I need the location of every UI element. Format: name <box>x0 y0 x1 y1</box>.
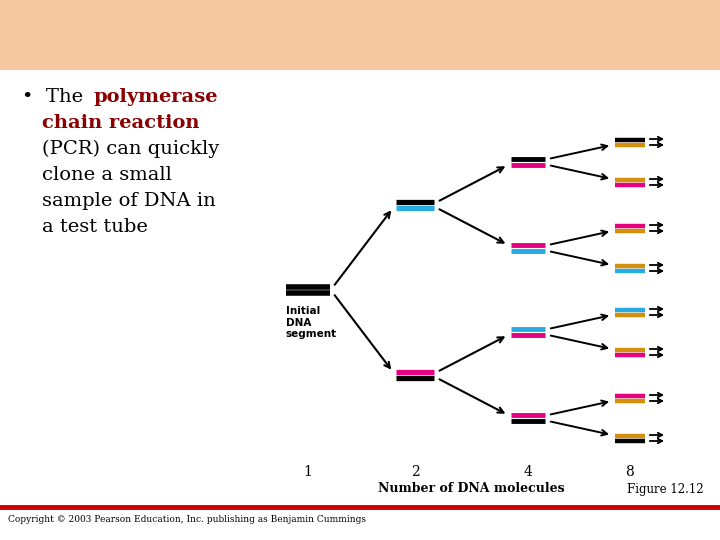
Text: Number of DNA molecules: Number of DNA molecules <box>378 483 564 496</box>
Text: Initial
DNA
segment: Initial DNA segment <box>286 306 337 339</box>
Text: Figure 12.12: Figure 12.12 <box>626 483 703 496</box>
Text: 2: 2 <box>410 465 419 479</box>
Text: 8: 8 <box>626 465 634 479</box>
Text: (PCR) can quickly: (PCR) can quickly <box>42 140 220 158</box>
Text: •  The: • The <box>22 88 89 106</box>
Text: 4: 4 <box>523 465 532 479</box>
Text: sample of DNA in: sample of DNA in <box>42 192 216 210</box>
Text: chain reaction: chain reaction <box>42 114 199 132</box>
Text: polymerase: polymerase <box>94 88 218 106</box>
Text: a test tube: a test tube <box>42 218 148 236</box>
Text: Copyright © 2003 Pearson Education, Inc. publishing as Benjamin Cummings: Copyright © 2003 Pearson Education, Inc.… <box>8 516 366 524</box>
Bar <box>0 0 720 70</box>
Text: 1: 1 <box>304 465 312 479</box>
Text: clone a small: clone a small <box>42 166 172 184</box>
